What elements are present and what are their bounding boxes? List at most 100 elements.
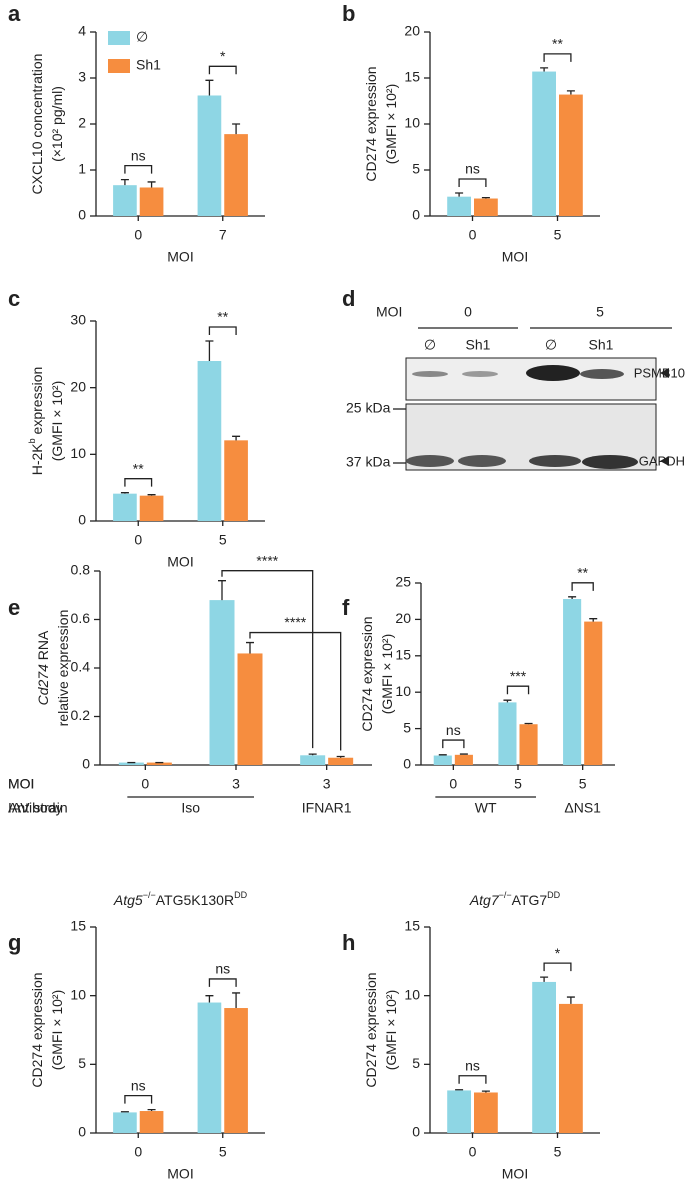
text-part: −/− — [499, 890, 512, 900]
y-tick-label: 1 — [78, 161, 86, 177]
panel-letter: f — [342, 595, 350, 620]
error-bar — [438, 754, 447, 756]
significance-bracket — [124, 1095, 153, 1104]
x-tick-label: 5 — [514, 776, 522, 792]
bar — [113, 1112, 137, 1133]
y-tick-label: 10 — [404, 115, 420, 131]
error-bar — [503, 699, 512, 703]
y-axis-label: H-2Kb expression — [27, 367, 44, 476]
y-tick-label: 10 — [404, 986, 420, 1002]
y-tick-label: 5 — [403, 719, 411, 735]
y-tick-label: 3 — [78, 69, 86, 85]
error-bar — [308, 753, 317, 756]
panel-letter: c — [8, 286, 20, 311]
y-tick-label: 10 — [70, 986, 86, 1002]
significance-bracket — [543, 53, 572, 62]
band — [529, 455, 581, 467]
y-axis-label: CD274 expression — [363, 972, 379, 1087]
error-bar — [455, 192, 464, 197]
error-bar — [455, 1089, 464, 1091]
text-part: CXCL10 concentration — [29, 54, 45, 195]
error-bar — [205, 995, 214, 1003]
legend-swatch — [108, 59, 130, 73]
arrow — [660, 368, 669, 378]
bar — [559, 94, 583, 216]
significance-label: ** — [552, 36, 563, 52]
significance-label: * — [220, 48, 226, 64]
moi-label: MOI — [376, 304, 402, 320]
x-tick-label: 0 — [141, 776, 149, 792]
target-label: GAPDH — [639, 453, 685, 468]
significance-label: ns — [131, 147, 146, 163]
y-axis-label: (GMFI × 10²) — [383, 84, 399, 165]
text-part: b — [27, 438, 37, 443]
bar — [237, 653, 263, 765]
y-tick-label: 5 — [412, 161, 420, 177]
band — [458, 455, 506, 467]
bar — [224, 134, 248, 216]
error-bar — [205, 340, 214, 361]
lane-label: Sh1 — [589, 337, 614, 353]
error-bar — [246, 641, 254, 654]
bar — [300, 755, 326, 765]
y-tick-label: 0.2 — [71, 707, 91, 723]
y-axis-label: (×10² pg/ml) — [49, 86, 65, 162]
text-part: CD274 expression — [359, 616, 375, 731]
legend-swatch — [108, 31, 130, 45]
western-blot: d MOI 0 5 ∅ Sh1 ∅ Sh1 25 kDa 37 kDa PSMB… — [342, 286, 685, 471]
text-part: (GMFI × 10²) — [383, 990, 399, 1071]
bar — [532, 981, 556, 1133]
bar — [197, 1002, 222, 1133]
panel-letter: e — [8, 595, 20, 620]
significance-label: ** — [217, 309, 228, 325]
y-axis-label: CD274 expression — [363, 66, 379, 181]
y-tick-label: 5 — [412, 1055, 420, 1071]
x-tick-label: 0 — [134, 227, 142, 243]
x-tick-label: 7 — [219, 227, 227, 243]
x-tick-label: 5 — [554, 227, 562, 243]
text-part: relative expression — [55, 610, 71, 727]
error-bar — [218, 580, 226, 601]
error-bar — [120, 1111, 129, 1113]
y-tick-label: 15 — [404, 69, 420, 85]
text-part: (GMFI × 10²) — [49, 381, 65, 462]
x-tick-label: 0 — [134, 532, 142, 548]
group-axis-label: Antibody — [8, 800, 62, 816]
group-label: IFNAR1 — [302, 800, 352, 816]
y-tick-label: 0 — [78, 207, 86, 223]
bar — [139, 1111, 164, 1133]
error-bar — [120, 179, 129, 186]
significance-label: **** — [284, 614, 306, 630]
lane-label: ∅ — [545, 337, 557, 353]
panel-letter: g — [8, 930, 21, 955]
significance-label: **** — [256, 552, 278, 568]
band — [412, 371, 448, 377]
y-tick-label: 10 — [395, 683, 411, 699]
significance-label: ns — [465, 161, 480, 177]
significance-label: * — [555, 945, 561, 961]
group-label: ΔNS1 — [564, 800, 601, 816]
y-tick-label: 15 — [70, 918, 86, 934]
text-part: H-2K — [29, 443, 45, 476]
panel-letter: d — [342, 286, 355, 311]
significance-label: ns — [446, 722, 461, 738]
text-part: (GMFI × 10²) — [379, 634, 395, 715]
significance-label: *** — [510, 668, 527, 684]
y-tick-label: 0 — [78, 1124, 86, 1140]
error-bar — [120, 492, 129, 494]
significance-bracket — [543, 962, 572, 972]
significance-label: ns — [131, 1077, 146, 1093]
x-tick-label: 0 — [134, 1144, 142, 1160]
text-part: DD — [234, 890, 247, 900]
error-bar — [205, 79, 214, 96]
y-axis-label: CD274 expression — [29, 972, 45, 1087]
bar — [146, 762, 172, 765]
lane-label: Sh1 — [466, 337, 491, 353]
significance-bracket — [458, 1075, 487, 1084]
bar — [197, 361, 222, 521]
y-axis-label: CXCL10 concentration — [29, 54, 45, 195]
text-part: expression — [29, 367, 45, 439]
group-label: Iso — [181, 800, 200, 816]
significance-bracket — [208, 978, 237, 987]
text-part: −/− — [143, 890, 156, 900]
